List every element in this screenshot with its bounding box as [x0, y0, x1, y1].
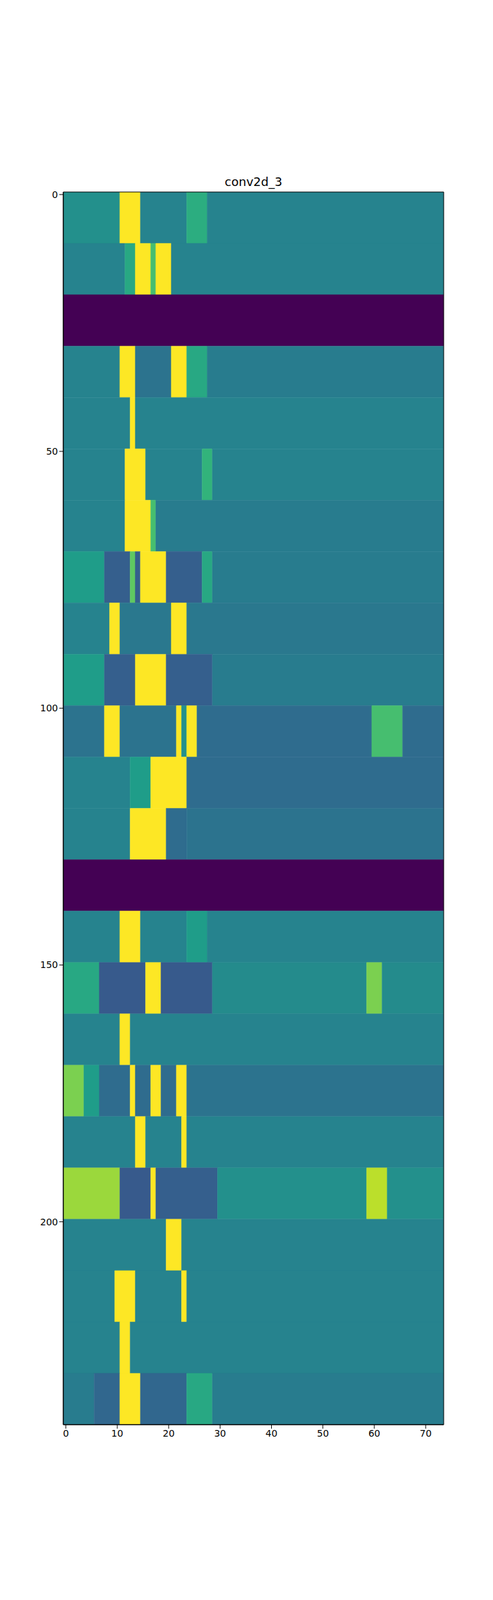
- html-text:conv2d_3: conv2d_3: [224, 174, 283, 189]
- svg-text:30: 30: [213, 1427, 226, 1438]
- svg-text:150: 150: [39, 958, 58, 970]
- svg-text:100: 100: [39, 702, 58, 713]
- svg-text:50: 50: [317, 1427, 330, 1438]
- svg-text:60: 60: [368, 1427, 381, 1438]
- svg-text:70: 70: [419, 1427, 432, 1438]
- svg-text:200: 200: [39, 1215, 58, 1227]
- svg-text:50: 50: [45, 445, 58, 457]
- svg-text:40: 40: [265, 1427, 278, 1438]
- svg-text:0: 0: [62, 1427, 69, 1438]
- svg-text:0: 0: [51, 189, 58, 200]
- svg-text:20: 20: [162, 1427, 175, 1438]
- svg-text:10: 10: [111, 1427, 124, 1438]
